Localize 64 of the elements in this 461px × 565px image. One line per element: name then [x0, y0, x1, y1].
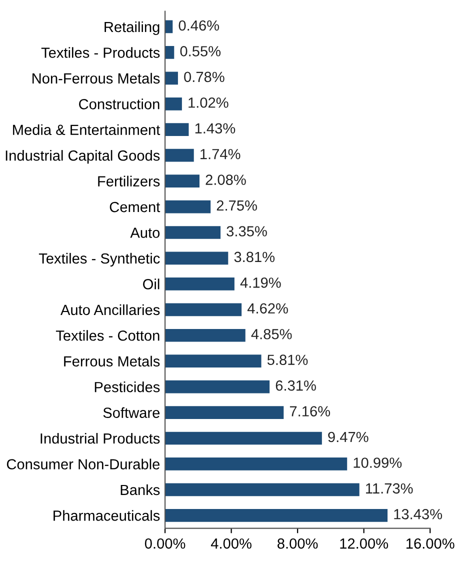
data-label: 7.16%: [290, 406, 330, 416]
y-tick-label: Auto Ancillaries: [60, 304, 160, 316]
bar: [165, 97, 182, 110]
y-tick-label: Textiles - Synthetic: [38, 252, 160, 267]
bar: [165, 483, 360, 496]
y-tick-label: Construction: [79, 98, 160, 110]
y-tick-label: Banks: [120, 484, 160, 496]
bar: [165, 200, 211, 214]
data-label: 6.31%: [276, 380, 316, 391]
y-tick-label: Software: [103, 407, 160, 418]
y-tick-label: Pesticides: [94, 382, 160, 392]
bar: [165, 354, 262, 368]
bar: [165, 148, 194, 162]
data-label: 0.46%: [178, 20, 220, 31]
data-label: 0.78%: [184, 72, 224, 82]
x-tick-label: 4.00%: [210, 538, 252, 549]
data-label: 13.43%: [394, 509, 442, 520]
bar: [165, 380, 270, 394]
bar: [165, 46, 174, 59]
y-tick-label: Ferrous Metals: [64, 356, 160, 367]
bar: [165, 406, 284, 419]
data-label: 10.99%: [354, 458, 402, 468]
x-tick-label: 8.00%: [278, 538, 318, 549]
y-tick-label: Cement: [110, 202, 160, 212]
data-label: 9.47%: [328, 432, 368, 442]
y-tick-label: Textiles - Cotton: [56, 330, 160, 341]
bar: [165, 328, 246, 342]
y-tick-label: Industrial Capital Goods: [6, 150, 160, 164]
x-tick-label: 16.00%: [406, 538, 454, 549]
y-tick-label: Media & Entertainment: [13, 124, 160, 136]
bar: [165, 432, 322, 445]
data-label: 3.35%: [226, 226, 267, 236]
y-tick-label: Oil: [143, 278, 160, 290]
data-label: 0.55%: [180, 46, 221, 56]
data-label: 1.74%: [200, 148, 240, 160]
x-tick-label: 12.00%: [340, 538, 388, 549]
bar: [165, 123, 189, 136]
y-tick-label: Industrial Products: [40, 432, 160, 444]
data-label: 1.02%: [188, 97, 228, 108]
bar: [165, 303, 242, 316]
bar: [165, 508, 388, 522]
bar: [165, 226, 221, 239]
data-label: 11.73%: [366, 483, 413, 494]
y-tick-label: Pharmaceuticals: [54, 510, 160, 521]
bar: [165, 72, 178, 85]
bar: [165, 174, 200, 188]
y-tick-label: Auto: [130, 228, 160, 238]
y-tick-label: Consumer Non-Durable: [6, 458, 160, 470]
data-label: 3.81%: [234, 252, 275, 262]
data-label: 2.75%: [216, 200, 257, 211]
y-tick-label: Textiles - Products: [41, 47, 160, 58]
data-label: 4.85%: [251, 328, 292, 340]
bar: [165, 458, 348, 470]
bar: [165, 252, 228, 265]
y-tick-label: Non-Ferrous Metals: [32, 72, 160, 84]
y-tick-label: Retailing: [104, 21, 160, 36]
data-label: 5.81%: [267, 354, 308, 366]
bar: [165, 278, 234, 290]
x-tick-label: 0.00%: [144, 538, 186, 549]
data-label: 4.62%: [247, 303, 288, 314]
y-tick-label: Fertilizers: [98, 176, 160, 186]
data-label: 2.08%: [206, 174, 246, 185]
data-label: 4.19%: [240, 278, 281, 288]
data-label: 1.43%: [195, 123, 236, 134]
